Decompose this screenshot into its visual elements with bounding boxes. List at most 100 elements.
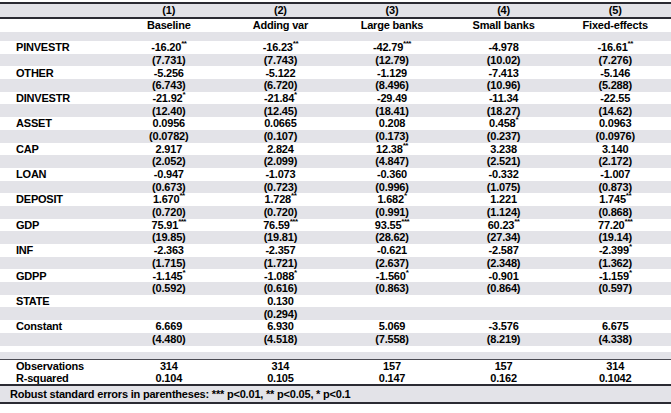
coefficient-cell: -16.61** xyxy=(559,41,671,54)
std-error-cell: (14.62) xyxy=(559,104,671,117)
coefficient-cell xyxy=(559,295,671,308)
column-number: (1) xyxy=(113,3,225,18)
std-error-row: (0.294) xyxy=(0,307,671,320)
coefficients-body: PINVESTR-16.20**-16.23**-42.79***-4.978-… xyxy=(0,41,671,346)
coefficient-cell: 12.38** xyxy=(336,143,448,156)
variable-label: PINVESTR xyxy=(0,41,113,54)
std-error-cell xyxy=(336,307,448,320)
std-error-cell: (2.637) xyxy=(336,257,448,270)
coefficient-cell: -5.146 xyxy=(559,66,671,79)
variable-label: INF xyxy=(0,244,113,257)
stats-body: Observations314314157157314R-squared0.10… xyxy=(0,359,671,385)
coefficient-cell: -5.122 xyxy=(225,66,337,79)
coefficient-cell: -11.34 xyxy=(448,92,560,105)
coefficient-cell: -0.360 xyxy=(336,168,448,181)
coefficient-cell: -0.332 xyxy=(448,168,560,181)
coefficient-cell: 0.208 xyxy=(336,117,448,130)
std-error-cell xyxy=(559,307,671,320)
std-error-cell: (0.996) xyxy=(336,181,448,194)
coefficient-cell: -3.576 xyxy=(448,320,560,333)
std-error-cell: (2.348) xyxy=(448,257,560,270)
coefficient-cell: -0.901 xyxy=(448,269,560,282)
empty-label-cell xyxy=(0,181,113,194)
std-error-cell: (0.597) xyxy=(559,282,671,295)
std-error-cell: (19.85) xyxy=(113,231,225,244)
coefficient-cell: -16.20** xyxy=(113,41,225,54)
std-error-cell: (1.124) xyxy=(448,206,560,219)
coefficient-cell: -29.49 xyxy=(336,92,448,105)
std-error-cell: (28.62) xyxy=(336,231,448,244)
std-error-cell: (0.723) xyxy=(225,181,337,194)
std-error-cell: (5.288) xyxy=(559,79,671,92)
std-error-row: (6.743)(6.720)(8.496)(10.96)(5.288) xyxy=(0,79,671,92)
coefficient-cell: -1.007 xyxy=(559,168,671,181)
empty-label-cell xyxy=(0,155,113,168)
stat-value: 0.105 xyxy=(225,372,337,385)
std-error-cell: (2.521) xyxy=(448,155,560,168)
std-error-row: (0.0782)(0.107)(0.173)(0.237)(0.0976) xyxy=(0,130,671,143)
coefficient-cell: 1.682* xyxy=(336,193,448,206)
std-error-cell: (10.02) xyxy=(448,54,560,67)
empty-label-cell xyxy=(0,130,113,143)
std-error-cell: (19.14) xyxy=(559,231,671,244)
regression-table: (1) (2) (3) (4) (5) Baseline Adding var … xyxy=(0,2,671,404)
std-error-cell: (0.237) xyxy=(448,130,560,143)
spacer-row xyxy=(0,352,671,360)
coefficient-cell: 6.675 xyxy=(559,320,671,333)
std-error-cell: (0.107) xyxy=(225,130,337,143)
std-error-cell: (0.592) xyxy=(113,282,225,295)
coefficient-row: ASSET0.09560.06650.2080.458*0.0963 xyxy=(0,117,671,130)
stat-label: R-squared xyxy=(0,372,113,385)
coefficient-row: CAP2.9172.82412.38**3.2383.140 xyxy=(0,143,671,156)
std-error-cell: (1.362) xyxy=(559,257,671,270)
std-error-cell: (19.81) xyxy=(225,231,337,244)
std-error-cell: (0.868) xyxy=(559,206,671,219)
coefficient-row: PINVESTR-16.20**-16.23**-42.79***-4.978-… xyxy=(0,41,671,54)
coefficient-cell: -1.159* xyxy=(559,269,671,282)
column-number: (3) xyxy=(336,3,448,18)
column-name: Large banks xyxy=(336,18,448,32)
stat-value: 0.162 xyxy=(448,372,560,385)
empty-label-cell xyxy=(0,282,113,295)
std-error-cell: (8.219) xyxy=(448,333,560,346)
variable-label: LOAN xyxy=(0,168,113,181)
coefficient-cell: 3.140 xyxy=(559,143,671,156)
coefficient-cell xyxy=(448,295,560,308)
variable-label: GDPP xyxy=(0,269,113,282)
std-error-cell: (4.518) xyxy=(225,333,337,346)
coefficient-cell: 1.728** xyxy=(225,193,337,206)
std-error-row: (7.731)(7.743)(12.79)(10.02)(7.276) xyxy=(0,54,671,67)
stat-value: 314 xyxy=(113,359,225,372)
coefficient-cell: -42.79*** xyxy=(336,41,448,54)
std-error-cell: (0.616) xyxy=(225,282,337,295)
std-error-cell: (0.0782) xyxy=(113,130,225,143)
coefficient-cell: 6.930 xyxy=(225,320,337,333)
variable-label: DINVESTR xyxy=(0,92,113,105)
std-error-cell: (4.847) xyxy=(336,155,448,168)
coefficient-cell: -4.978 xyxy=(448,41,560,54)
stat-value: 0.147 xyxy=(336,372,448,385)
coefficient-row: DEPOSIT1.670**1.728**1.682*1.2211.745** xyxy=(0,193,671,206)
table-note: Robust standard errors in parentheses: *… xyxy=(0,385,671,403)
std-error-cell: (27.34) xyxy=(448,231,560,244)
std-error-cell: (4.338) xyxy=(559,333,671,346)
coefficient-row: GDP75.91***76.59***93.55***60.23**77.20*… xyxy=(0,219,671,232)
std-error-cell: (0.991) xyxy=(336,206,448,219)
coefficient-cell: 75.91*** xyxy=(113,219,225,232)
coefficient-cell: 5.069 xyxy=(336,320,448,333)
coefficient-cell: -2.399* xyxy=(559,244,671,257)
spacer-row xyxy=(0,32,671,41)
std-error-cell: (6.720) xyxy=(225,79,337,92)
coefficient-cell: 2.917 xyxy=(113,143,225,156)
std-error-row: (19.85)(19.81)(28.62)(27.34)(19.14) xyxy=(0,231,671,244)
std-error-cell: (6.743) xyxy=(113,79,225,92)
coefficient-cell: 1.221 xyxy=(448,193,560,206)
std-error-cell: (0.173) xyxy=(336,130,448,143)
std-error-row: (12.40)(12.45)(18.41)(18.27)(14.62) xyxy=(0,104,671,117)
std-error-row: (0.673)(0.723)(0.996)(1.075)(0.873) xyxy=(0,181,671,194)
variable-label: GDP xyxy=(0,219,113,232)
coefficient-row: DINVESTR-21.92*-21.84*-29.49-11.34-22.55 xyxy=(0,92,671,105)
coefficient-cell: -21.84* xyxy=(225,92,337,105)
regression-table-page: (1) (2) (3) (4) (5) Baseline Adding var … xyxy=(0,0,671,413)
std-error-row: (1.715)(1.721)(2.637)(2.348)(1.362) xyxy=(0,257,671,270)
